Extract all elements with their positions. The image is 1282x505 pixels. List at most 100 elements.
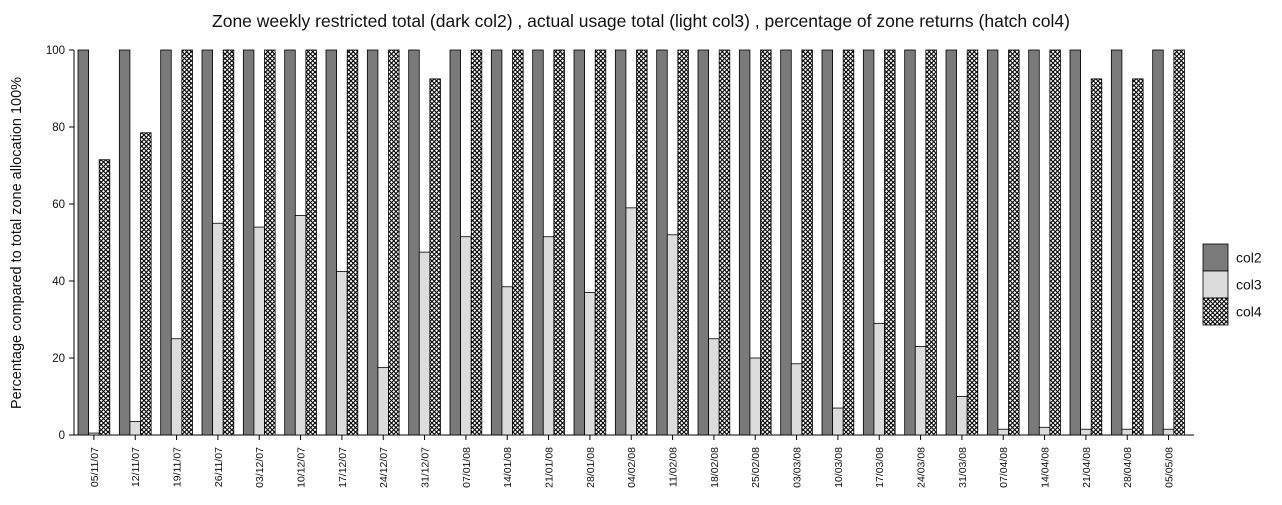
bar-col2-16	[738, 49, 751, 436]
x-tick-label: 17/03/08	[874, 447, 886, 488]
x-tick-label: 31/12/07	[420, 447, 432, 488]
y-axis-label: Percentage compared to total zone alloca…	[9, 77, 25, 409]
bar-col4-16	[760, 49, 772, 436]
bar-col3-19	[873, 322, 885, 436]
bar-col3-14	[666, 234, 679, 436]
bar-col2-21	[945, 49, 958, 436]
y-tick-label: 20	[52, 353, 65, 365]
bar-col3-3	[212, 222, 224, 436]
bar-col3-2	[170, 338, 183, 436]
bar-col3-7	[377, 367, 389, 436]
bar-col4-0	[98, 159, 111, 436]
x-tick-label: 17/12/07	[337, 447, 349, 488]
bar-col4-21	[966, 49, 979, 436]
bar-col4-18	[842, 49, 855, 436]
bar-col2-18	[821, 49, 834, 436]
bar-col3-11	[542, 236, 555, 436]
bar-col2-13	[614, 49, 627, 436]
bar-col3-6	[336, 270, 348, 436]
bar-col3-24	[1080, 428, 1092, 436]
bar-col2-25	[1110, 49, 1123, 436]
bar-col2-22	[986, 49, 999, 436]
bar-col2-5	[284, 49, 296, 436]
bar-col3-4	[253, 226, 265, 436]
x-tick-label: 07/01/08	[461, 447, 473, 488]
bar-col4-14	[677, 49, 689, 436]
x-tick-label: 11/02/08	[668, 447, 680, 487]
bar-col3-0	[88, 432, 100, 436]
bar-col3-9	[460, 236, 472, 436]
x-tick-label: 10/12/07	[296, 447, 308, 488]
bar-col2-19	[862, 49, 875, 436]
legend-label-col2: col2	[1236, 250, 1262, 266]
bar-col4-25	[1132, 78, 1144, 436]
bar-col2-14	[656, 49, 668, 436]
legend: col2 col3 col4	[1202, 243, 1262, 326]
bar-col2-8	[408, 49, 420, 436]
bar-col2-2	[160, 49, 172, 436]
x-axis: 05/11/07 12/11/07 19/11/07 26/11/07 03/12/07…	[74, 434, 1194, 488]
x-tick-label: 12/11/07	[130, 447, 142, 487]
x-tick-label: 14/01/08	[502, 447, 514, 488]
bar-col3-15	[708, 338, 720, 436]
bar-col2-7	[366, 49, 379, 436]
bar-col4-1	[140, 132, 152, 436]
x-tick-label: 03/03/08	[792, 447, 804, 488]
bar-col2-23	[1028, 49, 1040, 436]
bar-col3-12	[584, 292, 596, 436]
bar-col2-1	[118, 49, 131, 436]
bar-col2-17	[780, 49, 792, 436]
bar-col3-22	[997, 428, 1009, 436]
bar-col4-5	[305, 49, 317, 436]
bar-col3-26	[1162, 428, 1175, 436]
bar-col2-15	[697, 49, 710, 436]
x-tick-label: 10/03/08	[833, 447, 845, 488]
bar-col3-23	[1038, 426, 1051, 436]
bar-col4-6	[346, 49, 359, 436]
y-axis: 0 20 40 60 80 100	[46, 45, 75, 442]
x-tick-label: 28/04/08	[1122, 447, 1134, 488]
x-tick-label: 21/01/08	[544, 447, 556, 488]
x-tick-label: 07/04/08	[998, 447, 1010, 488]
bar-col2-10	[490, 49, 503, 436]
bar-col3-5	[294, 215, 307, 436]
bar-col2-9	[449, 49, 462, 436]
legend-swatch-col4	[1202, 297, 1229, 326]
bar-col3-25	[1121, 428, 1133, 436]
bar-col3-8	[418, 251, 431, 436]
bar-col4-2	[181, 49, 193, 436]
x-tick-label: 19/11/07	[172, 447, 184, 487]
x-tick-label: 31/03/08	[957, 447, 969, 488]
bar-col3-10	[501, 286, 513, 436]
bar-col3-17	[790, 363, 803, 436]
x-tick-label: 24/03/08	[916, 447, 928, 488]
y-tick-label: 100	[46, 45, 65, 57]
bar-col4-13	[636, 49, 648, 436]
legend-swatch-col2	[1202, 243, 1229, 272]
bar-col4-11	[553, 49, 565, 436]
legend-label-col3: col3	[1236, 277, 1262, 293]
bar-col4-26	[1173, 49, 1185, 436]
bar-col4-19	[884, 49, 896, 436]
bar-col4-8	[429, 78, 441, 436]
bar-col4-12	[594, 49, 607, 436]
x-tick-label: 03/12/07	[254, 447, 266, 488]
bar-col2-12	[573, 49, 586, 436]
bar-col4-20	[925, 49, 937, 436]
legend-swatch-col3	[1202, 270, 1229, 299]
x-tick-label: 05/11/07	[89, 447, 101, 487]
x-tick-label: 21/04/08	[1081, 447, 1093, 488]
y-tick-label: 60	[52, 199, 65, 211]
x-tick-label: 05/05/08	[1164, 447, 1176, 488]
x-tick-label: 14/04/08	[1040, 447, 1052, 488]
bar-col2-24	[1069, 49, 1082, 436]
x-tick-label: 24/12/07	[378, 447, 390, 488]
bar-col4-3	[222, 49, 235, 436]
y-tick-label: 80	[52, 122, 65, 134]
bar-col2-26	[1152, 49, 1164, 436]
bar-col2-20	[904, 49, 916, 436]
y-tick-label: 0	[59, 430, 65, 442]
bar-col3-1	[129, 421, 141, 436]
bar-col3-16	[749, 357, 761, 436]
